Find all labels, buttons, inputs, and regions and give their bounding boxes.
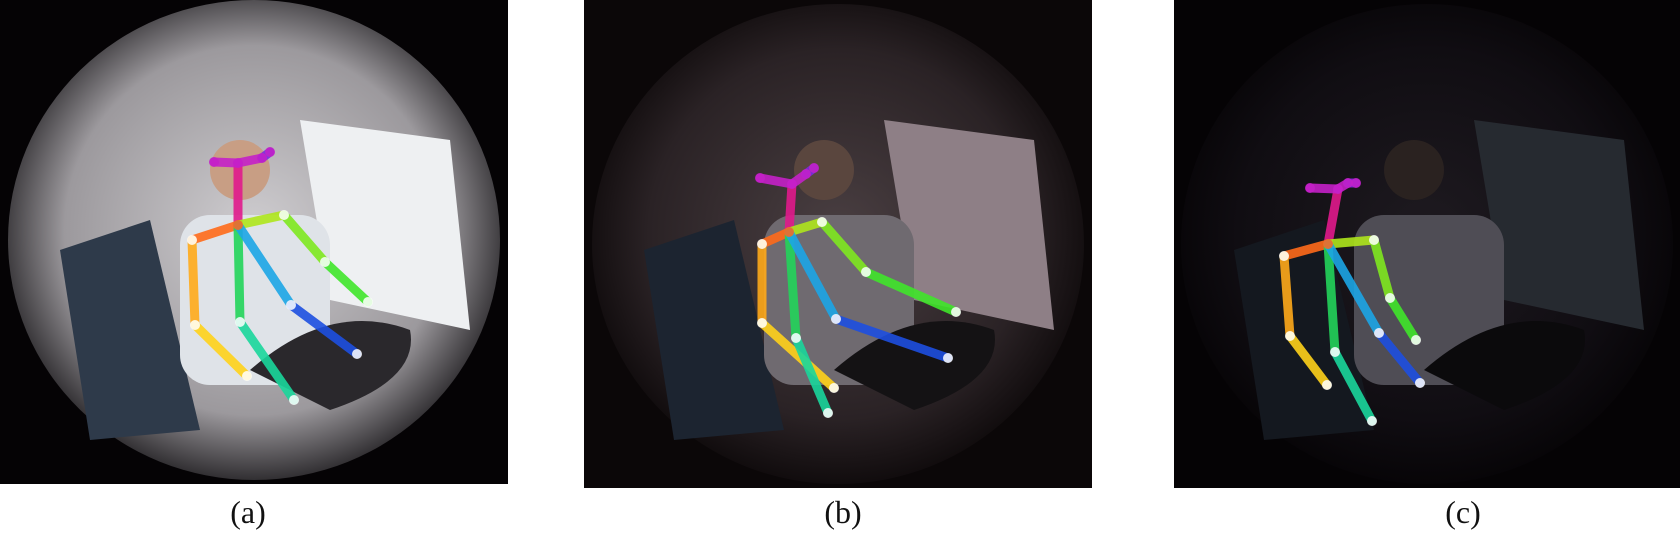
joint-rw xyxy=(242,371,252,381)
joint-lk xyxy=(943,353,953,363)
photo-panel-c xyxy=(1174,0,1680,488)
joint-rw xyxy=(1322,380,1332,390)
joint-rk xyxy=(289,395,299,405)
bone-neck-ls xyxy=(784,217,827,237)
caption-b: (b) xyxy=(824,494,862,530)
bone-neck-rs xyxy=(187,220,243,245)
bone-ls-le xyxy=(817,217,871,277)
joint-lk xyxy=(352,349,362,359)
joint-fr2 xyxy=(265,147,275,157)
joint-ls xyxy=(1369,235,1379,245)
joint-rk xyxy=(1367,416,1377,426)
bone-neck-rh xyxy=(1323,239,1340,357)
joint-lh xyxy=(831,314,841,324)
bone-rs-re xyxy=(1279,251,1295,341)
joint-fl xyxy=(755,173,765,183)
seat-a xyxy=(60,220,200,440)
joint-fr xyxy=(1343,178,1353,188)
bone-le-lw xyxy=(320,257,373,307)
joint-fl xyxy=(1305,183,1315,193)
bone-le-lw xyxy=(861,267,961,317)
bone-neck-rh xyxy=(233,220,245,327)
joint-rs xyxy=(757,239,767,249)
joint-rs xyxy=(187,235,197,245)
bone-ls-le xyxy=(279,210,330,267)
joint-rh xyxy=(235,317,245,327)
seat-b xyxy=(644,220,784,440)
joint-fr xyxy=(257,153,267,163)
bone-re-rw xyxy=(190,320,252,381)
photo-panel-b xyxy=(584,0,1092,488)
joint-lw xyxy=(363,297,373,307)
bone-lh-lk xyxy=(1374,328,1425,388)
bone-neck-ls xyxy=(233,210,289,230)
bone-neck-rs xyxy=(1279,239,1333,261)
fisheye-photo-a xyxy=(0,0,508,484)
skeleton-c xyxy=(1279,178,1425,426)
joint-ls xyxy=(279,210,289,220)
joint-le xyxy=(320,257,330,267)
bone-rh-rk xyxy=(1330,347,1377,426)
caption-c: (c) xyxy=(1445,494,1481,530)
bone-lh-lk xyxy=(286,300,362,359)
joint-nose xyxy=(787,179,797,189)
fisheye-photo-c xyxy=(1174,0,1680,488)
bone-neck-lh xyxy=(1323,239,1384,338)
bone-neck-lh xyxy=(233,220,296,310)
bone-neck-lh xyxy=(784,227,841,324)
joint-rh xyxy=(1330,347,1340,357)
skeleton-a xyxy=(187,147,373,405)
bone-lh-lk xyxy=(831,314,953,363)
caption-a: (a) xyxy=(230,494,266,530)
photo-panel-a xyxy=(0,0,508,484)
joint-le xyxy=(861,267,871,277)
joint-nose xyxy=(233,158,243,168)
joint-rs xyxy=(1279,251,1289,261)
bone-neck-ls xyxy=(1323,235,1379,249)
window-right-c xyxy=(1474,120,1644,330)
joint-re xyxy=(1285,331,1295,341)
joint-neck xyxy=(1323,239,1333,249)
bone-rs-re xyxy=(187,235,200,330)
joint-neck xyxy=(784,227,794,237)
joint-re xyxy=(757,318,767,328)
bone-rh-rk xyxy=(791,333,833,418)
joint-fr xyxy=(801,169,811,179)
joint-neck xyxy=(233,220,243,230)
joint-rw xyxy=(829,383,839,393)
joint-rh xyxy=(791,333,801,343)
joint-lw xyxy=(951,307,961,317)
joint-fr2 xyxy=(1351,178,1361,188)
joint-ls xyxy=(817,217,827,227)
joint-rk xyxy=(823,408,833,418)
steering-wheel-b xyxy=(834,321,995,410)
bone-neck-nose xyxy=(1323,184,1343,249)
joint-lk xyxy=(1415,378,1425,388)
joint-lh xyxy=(1374,328,1384,338)
bone-ls-le xyxy=(1369,235,1395,303)
bone-re-rw xyxy=(757,318,839,393)
joint-nose xyxy=(1333,184,1343,194)
joint-fl xyxy=(209,157,219,167)
joint-le xyxy=(1385,293,1395,303)
bone-rh-rk xyxy=(235,317,299,405)
seat-c xyxy=(1234,220,1374,440)
joint-fr2 xyxy=(809,163,819,173)
bone-neck-nose xyxy=(784,179,797,237)
fisheye-photo-b xyxy=(584,0,1092,488)
window-right-b xyxy=(884,120,1054,330)
bone-re-rw xyxy=(1285,331,1332,390)
joint-lw xyxy=(1411,335,1421,345)
bone-neck-rh xyxy=(784,227,801,343)
joint-lh xyxy=(286,300,296,310)
joint-re xyxy=(190,320,200,330)
skeleton-b xyxy=(755,163,961,418)
steering-wheel-c xyxy=(1424,321,1585,410)
bone-le-lw xyxy=(1385,293,1421,345)
bone-nose-fl xyxy=(755,173,797,189)
